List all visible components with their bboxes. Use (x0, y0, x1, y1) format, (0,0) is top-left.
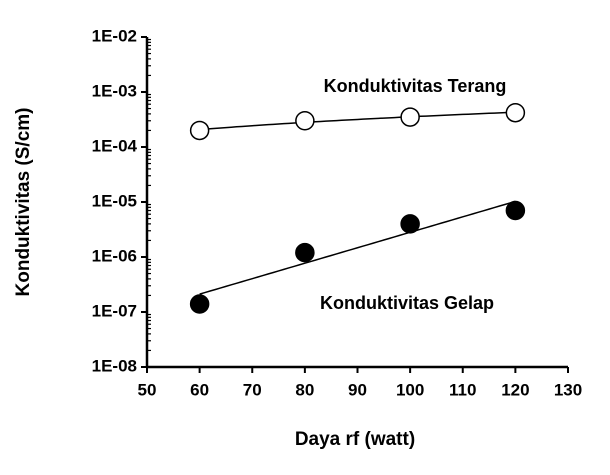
trend-line (199, 200, 516, 295)
x-tick-label: 70 (243, 380, 262, 399)
x-tick-label: 110 (449, 380, 476, 399)
y-tick-label: 1E-05 (92, 191, 137, 210)
data-point (189, 294, 210, 314)
x-tick-label: 100 (396, 380, 424, 399)
y-tick-label: 1E-03 (92, 81, 137, 100)
data-point (295, 242, 315, 263)
data-point (295, 111, 315, 131)
series-label: Konduktivitas Gelap (320, 293, 494, 313)
data-point (505, 200, 526, 221)
x-axis-title: Daya rf (watt) (295, 429, 415, 450)
data-point (505, 102, 526, 123)
data-point (400, 214, 420, 234)
x-tick-label: 50 (138, 380, 157, 399)
y-tick-label: 1E-07 (92, 301, 137, 320)
x-tick-label: 130 (554, 380, 582, 399)
y-tick-label: 1E-08 (92, 356, 137, 375)
x-tick-label: 90 (348, 380, 367, 399)
data-point (400, 107, 420, 127)
data-point (189, 120, 210, 141)
y-tick-label: 1E-02 (92, 26, 137, 45)
y-tick-label: 1E-06 (92, 246, 137, 265)
trend-line (199, 111, 516, 131)
y-axis-title: Konduktivitas (S/cm) (13, 108, 34, 297)
y-tick-label: 1E-04 (92, 136, 138, 155)
x-tick-label: 60 (190, 380, 209, 399)
x-tick-label: 120 (501, 380, 529, 399)
x-tick-label: 80 (295, 380, 314, 399)
series-label: Konduktivitas Terang (324, 76, 507, 96)
